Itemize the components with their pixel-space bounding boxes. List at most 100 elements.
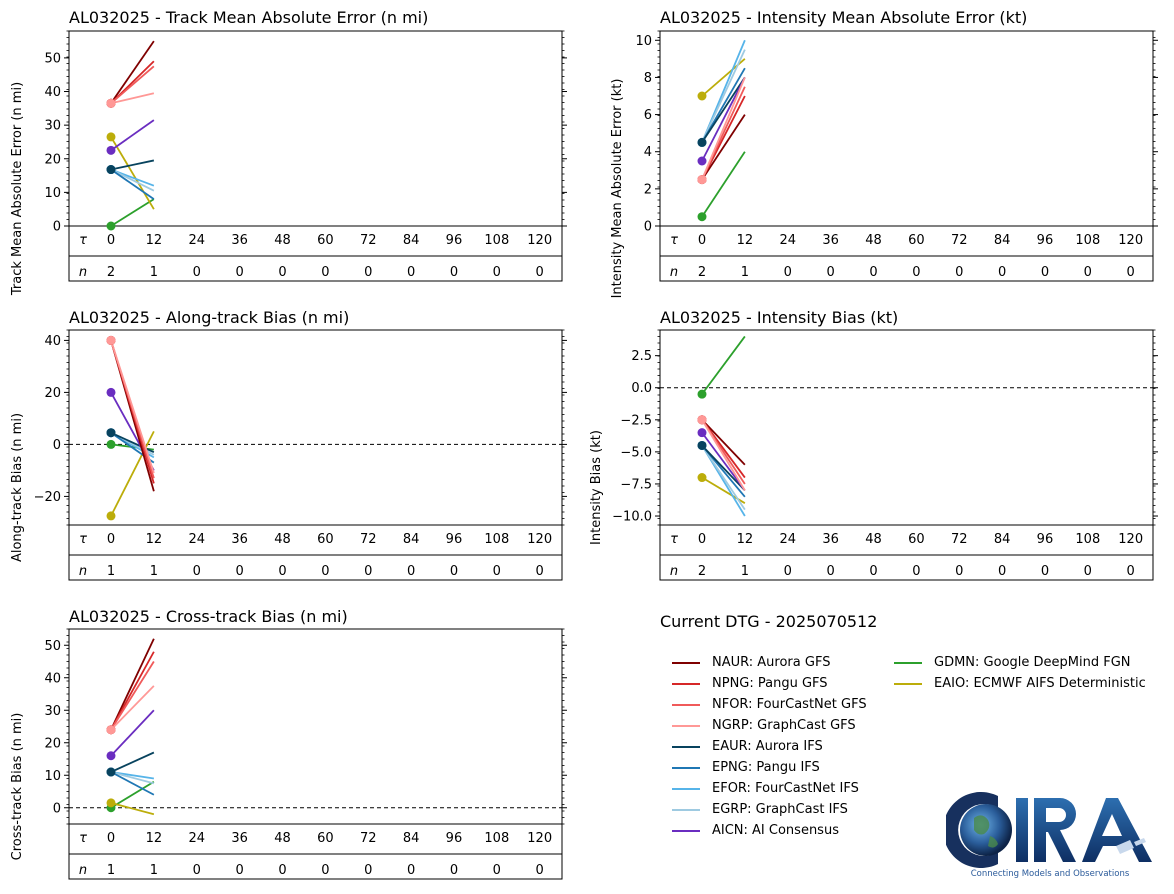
series-line-epng [110,168,155,200]
y-axis-label: Intensity Mean Absolute Error (kt) [610,79,625,299]
cira-c-shape [946,792,998,868]
tau-value: 60 [317,532,334,547]
y-tick-label: −2.5 [620,413,652,428]
series-line-gdmn [701,151,746,218]
count-value: 0 [193,564,201,579]
series-marker-ngrp [697,175,707,185]
tau-value: 12 [146,532,163,547]
series-marker-gdmn [106,221,116,231]
count-value: 0 [321,265,329,280]
legend-item-ngrp: NGRP: GraphCast GFS [672,715,867,736]
count-value: 0 [450,863,458,878]
n-label: n [79,863,87,878]
count-value: 0 [998,265,1006,280]
y-tick-label: 50 [44,51,61,66]
tau-value: 84 [403,532,420,547]
tau-n-table [659,225,1154,282]
count-value: 0 [235,265,243,280]
count-value: 0 [536,863,544,878]
legend-item-nfor: NFOR: FourCastNet GFS [672,694,867,715]
y-tick-label: 8 [644,71,652,86]
y-tick-label: 20 [44,736,61,751]
cira-r-shape [1034,798,1076,862]
tau-value: 0 [698,532,706,547]
series-line-gdmn [701,335,746,395]
series-marker-aicn [697,156,707,166]
series-line-aicn [701,77,746,162]
count-value: 1 [107,863,115,878]
tau-value: 120 [527,532,552,547]
chart-title: AL032025 - Intensity Bias (kt) [660,308,898,327]
chart-panel-3: AL032025 - Along-track Bias (n mi) Along-… [10,308,567,581]
series-marker-aicn [106,387,116,397]
legend-label: NPNG: Pangu GFS [712,676,828,691]
y-tick-label: 0 [53,801,61,816]
legend-label: EAIO: ECMWF AIFS Deterministic [934,676,1146,691]
tau-value: 48 [865,532,882,547]
legend-label: EPNG: Pangu IFS [712,760,820,775]
series-line-ngrp [110,92,155,105]
chart-panel-5: AL032025 - Cross-track Bias (n mi) Cross-… [10,607,567,880]
series-line-nfor [110,661,155,731]
count-value: 0 [955,265,963,280]
legend-item-aicn: AICN: AI Consensus [672,820,867,841]
n-label: n [670,265,678,280]
y-tick-label: 40 [44,334,61,349]
series-marker-ngrp [106,335,116,345]
tau-value: 36 [231,233,248,248]
tau-value: 60 [317,233,334,248]
series-line-eaur [110,751,155,773]
count-value: 0 [278,265,286,280]
tau-value: 96 [1037,233,1054,248]
tau-value: 36 [231,532,248,547]
legend-label: EGRP: GraphCast IFS [712,802,848,817]
series-line-ngrp [110,685,155,731]
tau-value: 84 [994,233,1011,248]
series-marker-eaio [697,91,707,101]
y-axis-label: Intensity Bias (kt) [589,430,604,545]
legend-item-egrp: EGRP: GraphCast IFS [672,799,867,820]
tau-value: 72 [360,233,377,248]
y-tick-label: 40 [44,671,61,686]
count-value: 0 [407,863,415,878]
y-tick-label: 30 [44,704,61,719]
tau-value: 72 [360,831,377,846]
count-value: 1 [150,265,158,280]
legend-swatch [672,745,700,748]
series-marker-eaio [106,798,116,808]
count-value: 0 [450,265,458,280]
series-line-nfor [110,65,155,104]
tau-value: 84 [994,532,1011,547]
chart-panel-1: AL032025 - Track Mean Absolute Error (n … [10,8,567,296]
tau-label: τ [79,532,87,547]
tau-n-table [68,524,563,581]
legend-swatch [672,829,700,832]
count-value: 0 [869,564,877,579]
n-label: n [670,564,678,579]
tau-value: 108 [484,532,509,547]
series-marker-gdmn [697,389,707,399]
count-value: 0 [1127,564,1135,579]
tau-value: 48 [274,532,291,547]
count-value: 2 [698,564,706,579]
tau-value: 108 [1075,233,1100,248]
legend-swatch [672,724,700,727]
series-line-eaur [701,444,746,491]
tau-label: τ [670,532,678,547]
count-value: 0 [826,265,834,280]
series-line-aicn [110,709,155,757]
count-value: 0 [364,564,372,579]
tau-value: 96 [1037,532,1054,547]
tau-value: 84 [403,831,420,846]
series-line-naur [701,419,746,466]
series-line-aicn [701,432,746,491]
tau-label: τ [79,831,87,846]
tau-value: 60 [908,532,925,547]
tau-value: 0 [698,233,706,248]
series-line-ngrp [701,77,746,180]
series-line-egrp [701,49,746,143]
series-marker-eaur [106,428,116,438]
series-marker-eaio [106,511,116,521]
cira-logo: Connecting Models and Observations [946,792,1152,878]
tau-value: 0 [107,831,115,846]
